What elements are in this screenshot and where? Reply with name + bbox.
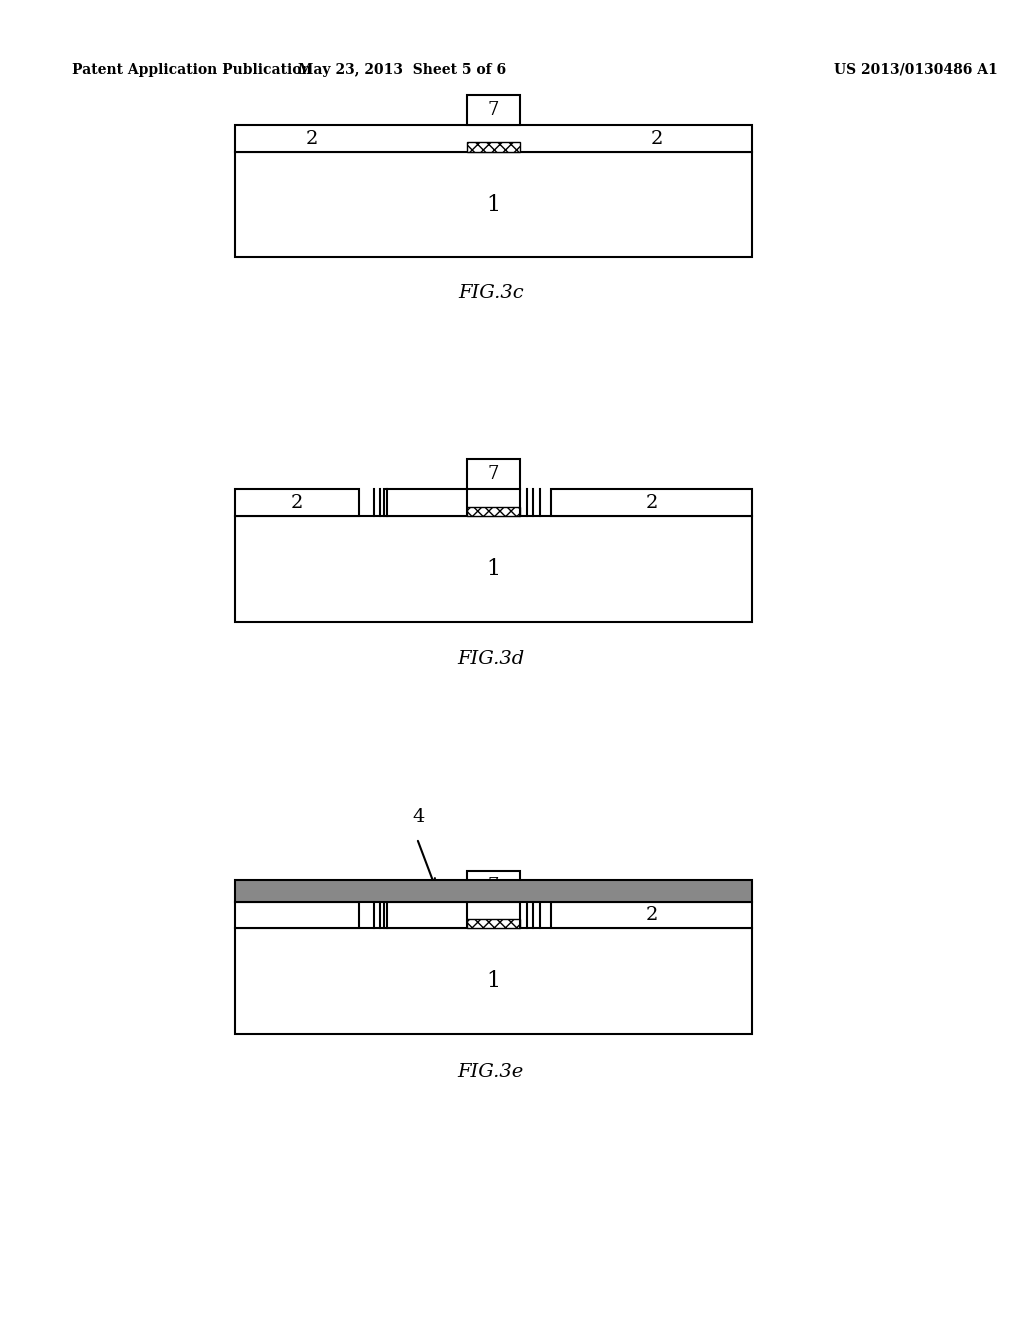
Text: 4: 4 bbox=[413, 808, 425, 826]
Bar bbox=[234, 125, 753, 152]
Text: 7: 7 bbox=[487, 100, 500, 119]
Bar bbox=[384, 490, 467, 516]
Text: 2: 2 bbox=[291, 494, 303, 512]
Text: 2: 2 bbox=[305, 129, 317, 148]
Text: 1: 1 bbox=[486, 558, 501, 579]
Text: 2: 2 bbox=[650, 129, 663, 148]
Bar bbox=[467, 919, 520, 928]
Bar bbox=[467, 459, 520, 490]
Text: FIG.3e: FIG.3e bbox=[458, 1063, 524, 1081]
Text: US 2013/0130486 A1: US 2013/0130486 A1 bbox=[834, 63, 997, 77]
Bar bbox=[467, 507, 520, 516]
Bar bbox=[551, 902, 753, 928]
Bar bbox=[234, 490, 359, 516]
Bar bbox=[234, 902, 359, 928]
Bar bbox=[234, 516, 753, 622]
Text: 7: 7 bbox=[487, 878, 500, 895]
Text: Patent Application Publication: Patent Application Publication bbox=[72, 63, 311, 77]
Bar bbox=[234, 152, 753, 257]
Text: 1: 1 bbox=[486, 194, 501, 215]
Bar bbox=[467, 871, 520, 902]
Bar bbox=[234, 928, 753, 1034]
Text: 2: 2 bbox=[645, 906, 657, 924]
Bar bbox=[467, 95, 520, 125]
Text: 7: 7 bbox=[487, 465, 500, 483]
Text: 2: 2 bbox=[645, 494, 657, 512]
Text: May 23, 2013  Sheet 5 of 6: May 23, 2013 Sheet 5 of 6 bbox=[298, 63, 507, 77]
Text: FIG.3d: FIG.3d bbox=[457, 651, 524, 668]
Text: 1: 1 bbox=[486, 970, 501, 993]
Bar bbox=[234, 880, 753, 902]
Bar bbox=[551, 490, 753, 516]
Text: FIG.3c: FIG.3c bbox=[458, 284, 523, 302]
Bar bbox=[384, 902, 467, 928]
Bar bbox=[467, 143, 520, 152]
